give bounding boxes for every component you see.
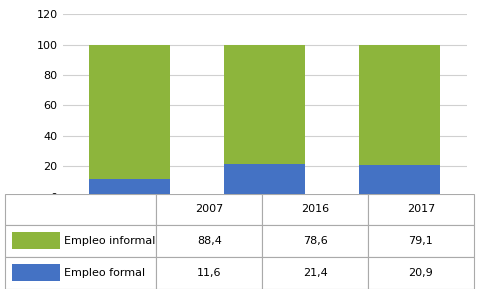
Bar xyxy=(12,264,60,281)
Text: 2007: 2007 xyxy=(195,204,223,214)
Text: 21,4: 21,4 xyxy=(302,268,327,278)
Bar xyxy=(262,257,367,289)
Text: 2017: 2017 xyxy=(406,204,434,214)
Bar xyxy=(5,225,156,257)
Bar xyxy=(156,194,262,225)
Text: 11,6: 11,6 xyxy=(197,268,221,278)
Text: Empleo formal: Empleo formal xyxy=(64,268,145,278)
Bar xyxy=(367,225,473,257)
Bar xyxy=(262,225,367,257)
Bar xyxy=(12,232,60,249)
Bar xyxy=(224,45,304,164)
Bar xyxy=(89,45,170,179)
Bar xyxy=(367,194,473,225)
Bar xyxy=(5,257,156,289)
Bar xyxy=(224,164,304,197)
Bar xyxy=(262,194,367,225)
Text: 20,9: 20,9 xyxy=(408,268,432,278)
Bar xyxy=(89,179,170,197)
Bar xyxy=(156,257,262,289)
Bar xyxy=(358,165,439,197)
Text: 2016: 2016 xyxy=(300,204,328,214)
Bar xyxy=(367,257,473,289)
Bar xyxy=(358,45,439,165)
Text: 88,4: 88,4 xyxy=(196,236,221,246)
Bar xyxy=(5,194,156,225)
Text: 78,6: 78,6 xyxy=(302,236,327,246)
Text: 79,1: 79,1 xyxy=(408,236,432,246)
Bar xyxy=(156,225,262,257)
Text: Empleo informal: Empleo informal xyxy=(64,236,156,246)
